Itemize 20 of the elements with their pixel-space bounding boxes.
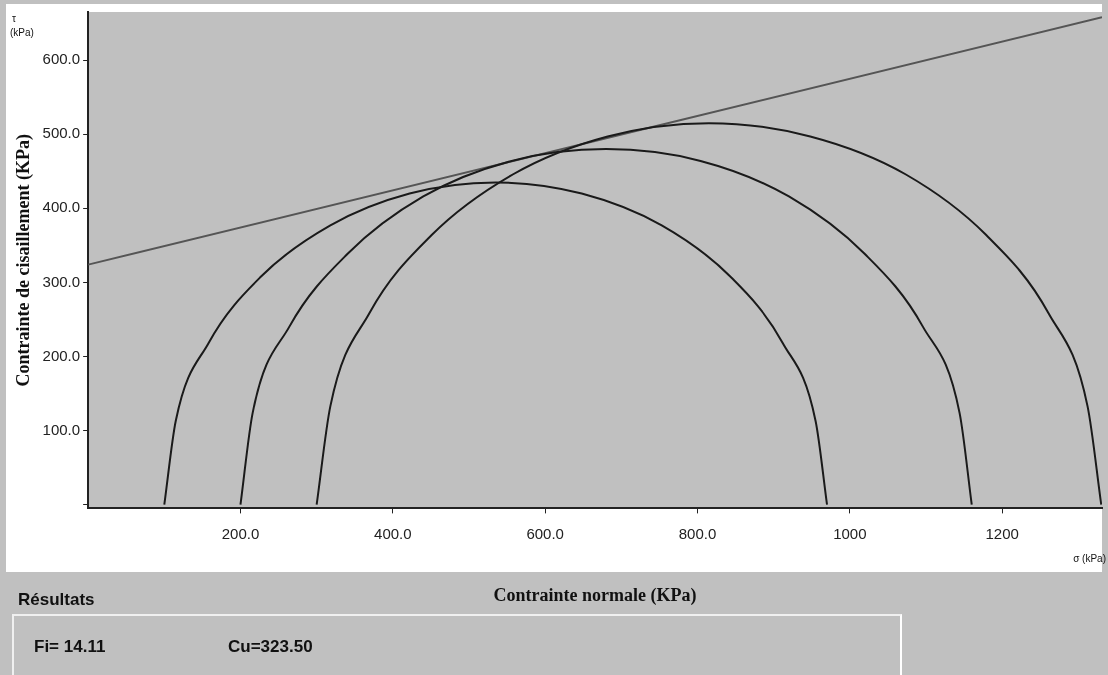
text: (kPa) <box>10 27 34 38</box>
text: Résultats <box>18 590 95 610</box>
y-tick-label: 300.0 <box>42 272 81 290</box>
x-tick-label: 1000 <box>833 524 867 542</box>
y-tick-label: 500.0 <box>42 124 81 142</box>
x-tick-label: 600.0 <box>526 524 564 542</box>
y-tick-label: 200.0 <box>42 346 81 364</box>
x-axis-title: Contrainte normale (KPa) <box>493 584 697 606</box>
text: σ (kPa) <box>1073 553 1106 564</box>
y-axis-title: Contrainte de cisaillement (KPa) <box>13 133 35 387</box>
text: Cu=323.50 <box>228 637 313 657</box>
y-tick-label: 400.0 <box>42 198 81 216</box>
text: τ <box>12 13 16 24</box>
x-tick-label: 400.0 <box>374 524 412 542</box>
text: Fi= 14.11 <box>34 637 106 657</box>
x-tick-label: 800.0 <box>678 524 717 542</box>
x-tick-label: 1200 <box>985 524 1019 542</box>
x-tick-label: 200.0 <box>221 524 260 542</box>
y-tick-label: 100.0 <box>42 420 81 438</box>
y-tick-label: 600.0 <box>42 50 81 68</box>
